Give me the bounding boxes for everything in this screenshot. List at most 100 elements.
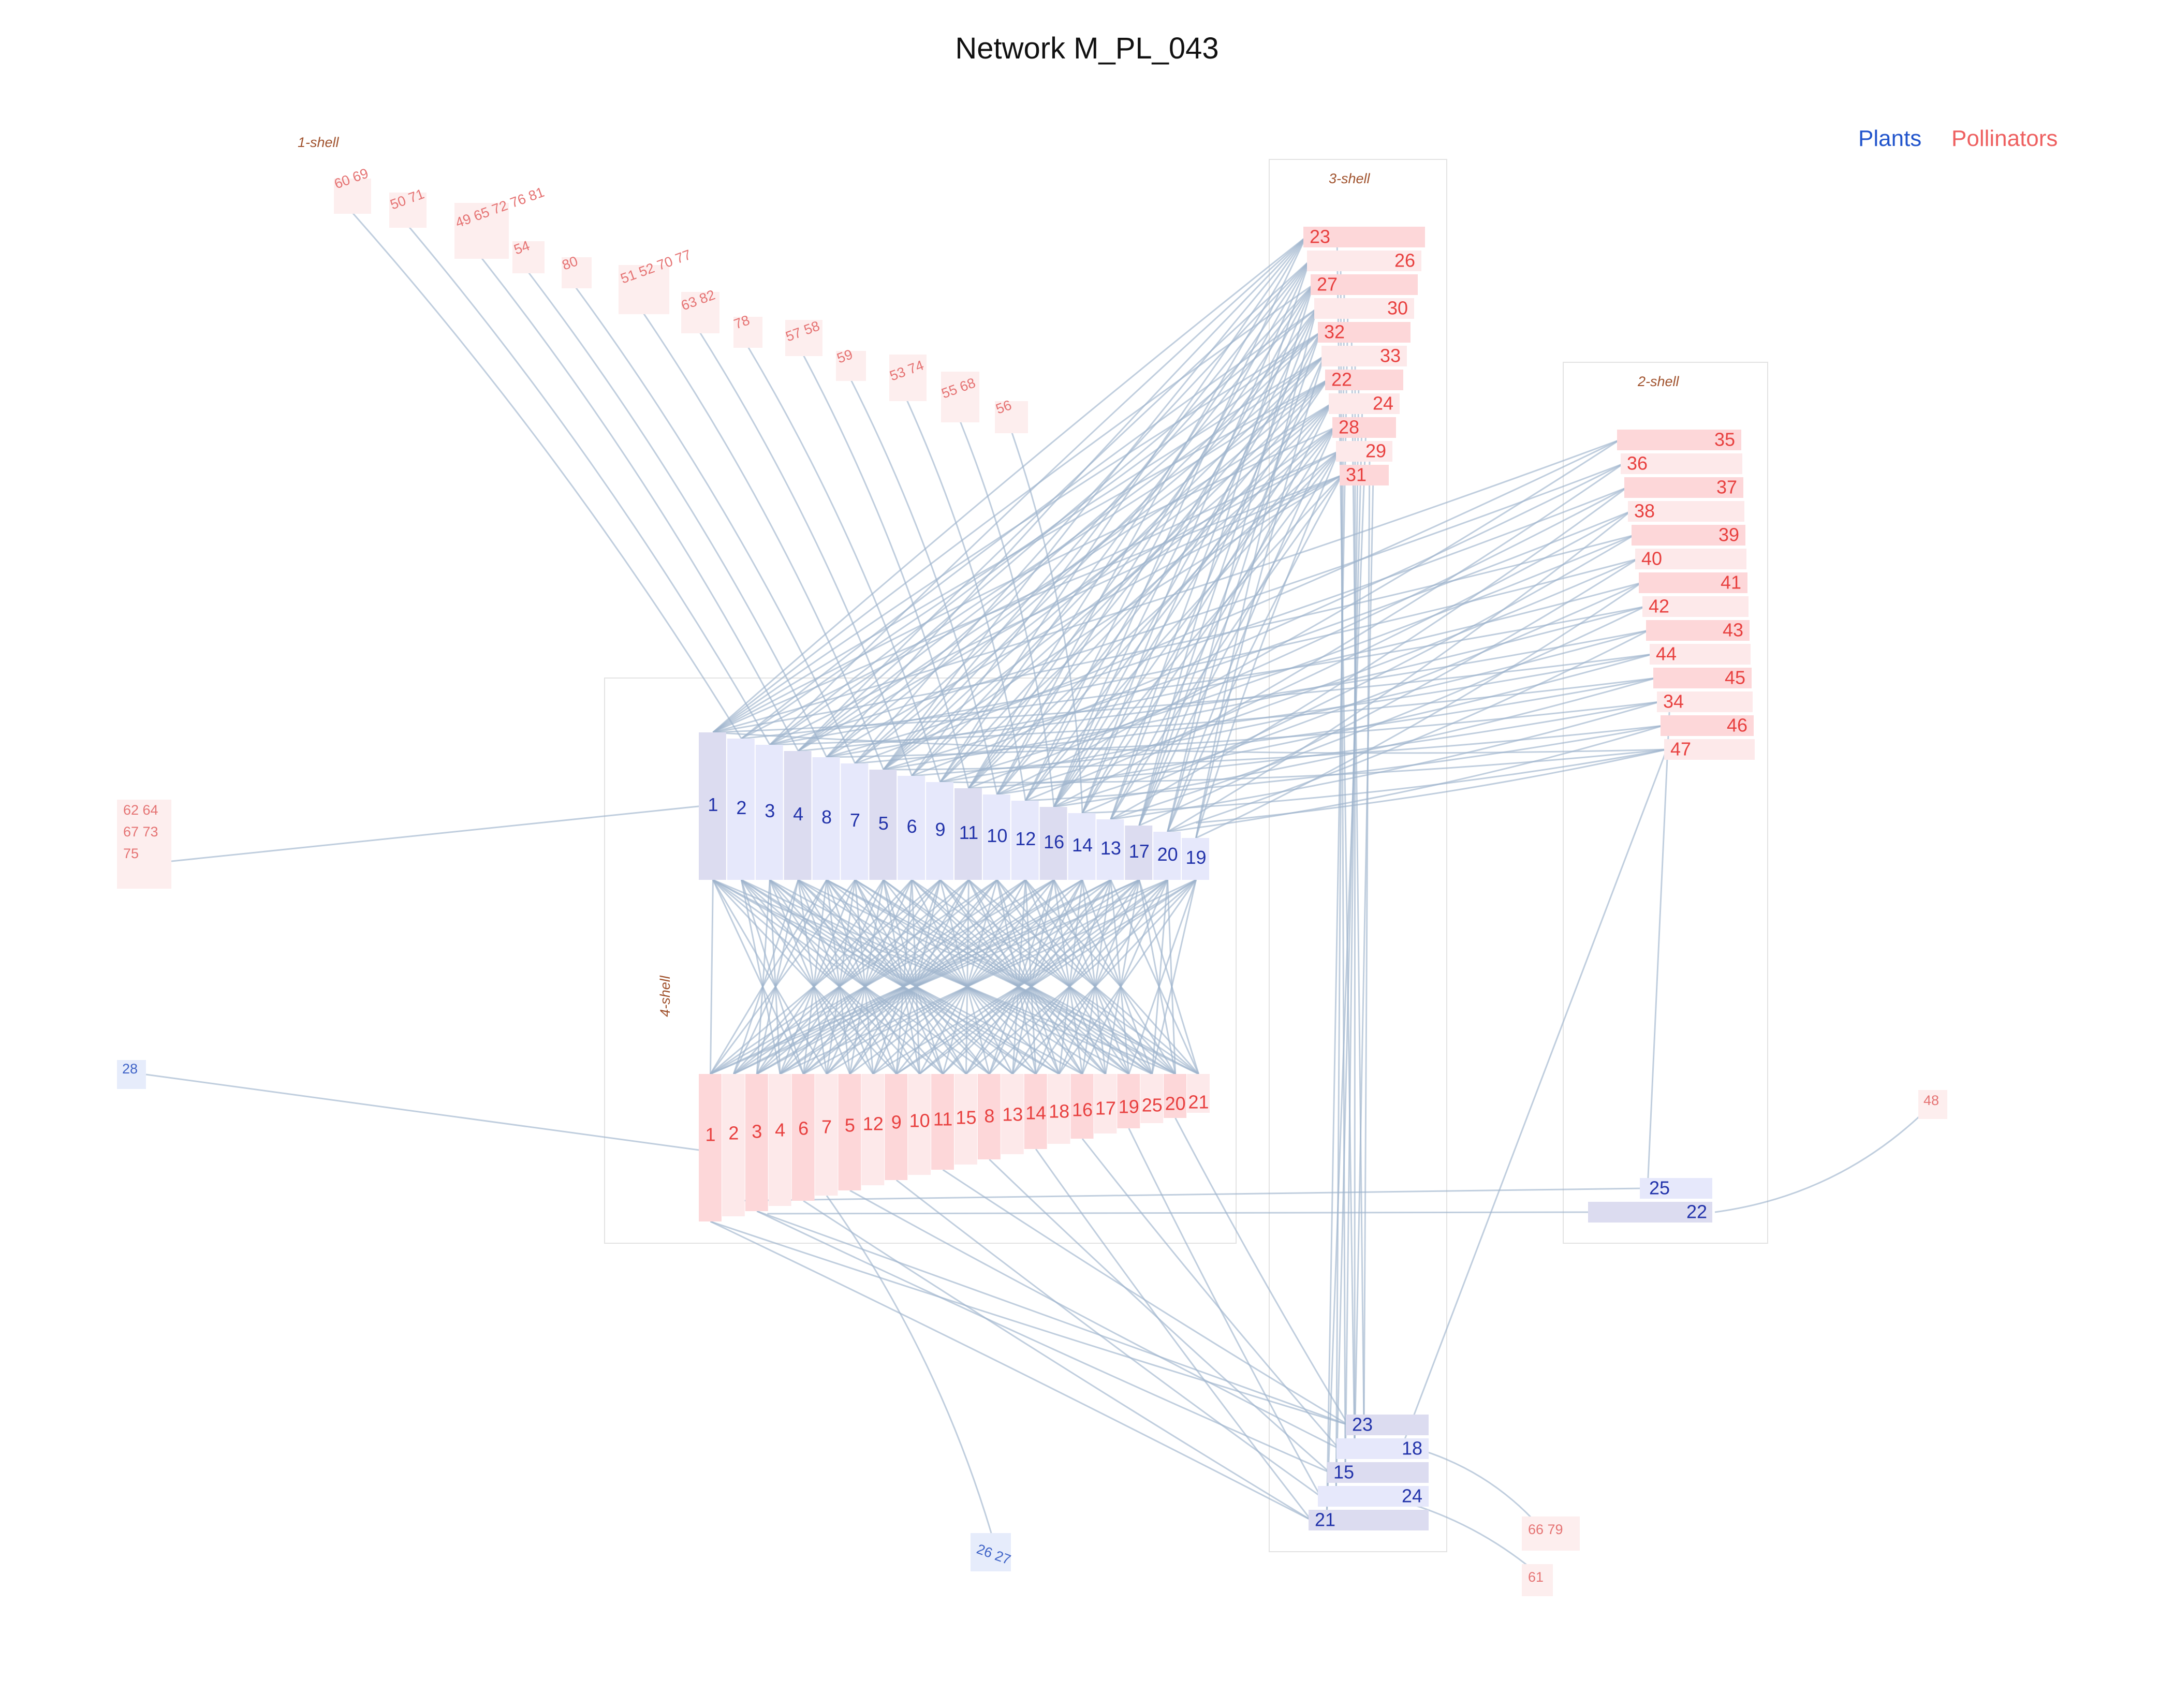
shell3-plant-node bbox=[1309, 1510, 1429, 1530]
core-pollinator-label: 8 bbox=[984, 1106, 994, 1127]
interaction-edge bbox=[849, 879, 970, 1074]
core-plant-node bbox=[1125, 826, 1153, 880]
shell2-pollinator-label: 39 bbox=[1718, 524, 1739, 546]
interaction-edge bbox=[527, 271, 828, 758]
interaction-edge bbox=[1110, 475, 1343, 820]
interaction-edge bbox=[1081, 451, 1340, 814]
shell2-pollinator-node bbox=[1661, 715, 1754, 736]
shell2-pollinator-node bbox=[1650, 644, 1751, 665]
edge-layer bbox=[145, 212, 1934, 1574]
shell2-pollinator-node bbox=[1635, 549, 1746, 569]
interaction-edge bbox=[1167, 879, 1177, 1074]
interaction-edge bbox=[959, 421, 1055, 807]
interaction-edge bbox=[849, 1189, 1340, 1450]
shell2-pollinator-node bbox=[1639, 572, 1747, 593]
svg-text:62 64: 62 64 bbox=[123, 802, 158, 818]
interaction-edge bbox=[1058, 879, 1140, 1074]
shell3-pollinator-node bbox=[1314, 298, 1414, 319]
interaction-edge bbox=[756, 879, 1111, 1075]
core-pollinator-label: 2 bbox=[728, 1123, 739, 1144]
shell4-label: 4-shell bbox=[657, 975, 673, 1017]
interaction-edge bbox=[965, 879, 1083, 1074]
shell2-frame bbox=[1563, 362, 1768, 1244]
svg-text:48: 48 bbox=[1923, 1093, 1939, 1108]
shell3-pollinator-label: 32 bbox=[1324, 321, 1345, 343]
interaction-edge bbox=[769, 879, 1013, 1075]
shell1-group: 63 82 bbox=[679, 287, 719, 333]
interaction-edge bbox=[854, 260, 1311, 764]
shell1-group: 59 bbox=[835, 346, 866, 381]
outlier-left-pollinators: 62 64 67 73 75 bbox=[117, 800, 171, 889]
core-pollinator-node bbox=[745, 1074, 768, 1211]
interaction-edge bbox=[408, 226, 771, 745]
interaction-edge bbox=[798, 403, 1332, 752]
shell1-group: 78 bbox=[732, 312, 762, 348]
svg-text:75: 75 bbox=[123, 846, 139, 861]
interaction-edge bbox=[996, 879, 1176, 1075]
shell3-pollinator-label: 33 bbox=[1380, 345, 1401, 366]
interaction-edge bbox=[919, 879, 1140, 1075]
core-pollinator-label: 11 bbox=[933, 1109, 952, 1130]
interaction-edge bbox=[710, 879, 828, 1074]
interaction-edge bbox=[895, 879, 1168, 1075]
interaction-edge bbox=[940, 748, 1667, 784]
interaction-edge bbox=[1138, 879, 1199, 1074]
core-pollinator-label: 6 bbox=[798, 1118, 809, 1139]
core-pollinator-label: 4 bbox=[775, 1120, 785, 1141]
shell3-plant-node bbox=[1336, 1438, 1429, 1459]
shell3-pollinator-node bbox=[1303, 227, 1425, 247]
core-pollinator-node bbox=[1070, 1074, 1094, 1139]
shell3-pollinator-label: 31 bbox=[1346, 464, 1367, 485]
shell2-pollinator-label: 36 bbox=[1627, 453, 1648, 474]
core-pollinator-node bbox=[861, 1074, 885, 1185]
shell2-plant-label: 22 bbox=[1686, 1201, 1707, 1223]
interaction-edge bbox=[740, 879, 781, 1074]
interaction-edge bbox=[996, 879, 1060, 1074]
interaction-edge bbox=[798, 879, 990, 1075]
interaction-edge bbox=[826, 879, 1140, 1075]
shell3-pollinator-node bbox=[1325, 370, 1403, 390]
interaction-edge bbox=[911, 879, 1013, 1074]
interaction-edge bbox=[1024, 879, 1107, 1074]
core-pollinator-node bbox=[815, 1074, 838, 1196]
interaction-edge bbox=[1647, 701, 1671, 1189]
interaction-edge bbox=[710, 879, 941, 1075]
interaction-edge bbox=[826, 474, 1343, 758]
interaction-edge bbox=[1053, 463, 1624, 808]
core-pollinator-label: 1 bbox=[705, 1124, 715, 1145]
interaction-edge bbox=[767, 1211, 1591, 1215]
core-plant-label: 8 bbox=[821, 806, 832, 828]
shell3-plant-label: 18 bbox=[1402, 1438, 1422, 1459]
interaction-edge bbox=[712, 284, 1314, 733]
interaction-edge bbox=[710, 1220, 1312, 1521]
core-plant-label: 3 bbox=[765, 800, 775, 821]
core-pollinator-label: 16 bbox=[1072, 1099, 1093, 1121]
interaction-edge bbox=[965, 879, 970, 1074]
core-plant-label: 6 bbox=[907, 816, 917, 837]
interaction-edge bbox=[797, 879, 828, 1074]
shell2-pollinator-node bbox=[1653, 668, 1752, 688]
interaction-edge bbox=[1058, 879, 1083, 1074]
svg-text:66 79: 66 79 bbox=[1528, 1522, 1563, 1537]
core-plant-node bbox=[699, 732, 726, 880]
outlier-bottom-pollinators-b: 61 bbox=[1522, 1564, 1553, 1596]
core-pollinator-label: 15 bbox=[956, 1107, 976, 1128]
interaction-edge bbox=[989, 1158, 1330, 1474]
core-pollinator-label: 25 bbox=[1142, 1095, 1163, 1116]
interaction-edge bbox=[1128, 879, 1197, 1074]
shell3-plant-node bbox=[1327, 1462, 1429, 1483]
interaction-edge bbox=[1053, 284, 1314, 807]
interaction-edge bbox=[872, 879, 941, 1074]
interaction-edge bbox=[740, 879, 804, 1074]
interaction-edge bbox=[911, 260, 1311, 776]
core-pollinator-label: 9 bbox=[891, 1112, 902, 1133]
shell3-pollinator-node bbox=[1332, 417, 1396, 438]
interaction-edge bbox=[779, 879, 913, 1074]
shell3-plant-label: 24 bbox=[1402, 1485, 1422, 1507]
interaction-edge bbox=[712, 379, 1328, 733]
core-plant-node bbox=[869, 770, 897, 880]
shell2-pollinator-label: 42 bbox=[1649, 596, 1669, 617]
interaction-edge bbox=[802, 879, 885, 1074]
interaction-edge bbox=[732, 879, 799, 1074]
